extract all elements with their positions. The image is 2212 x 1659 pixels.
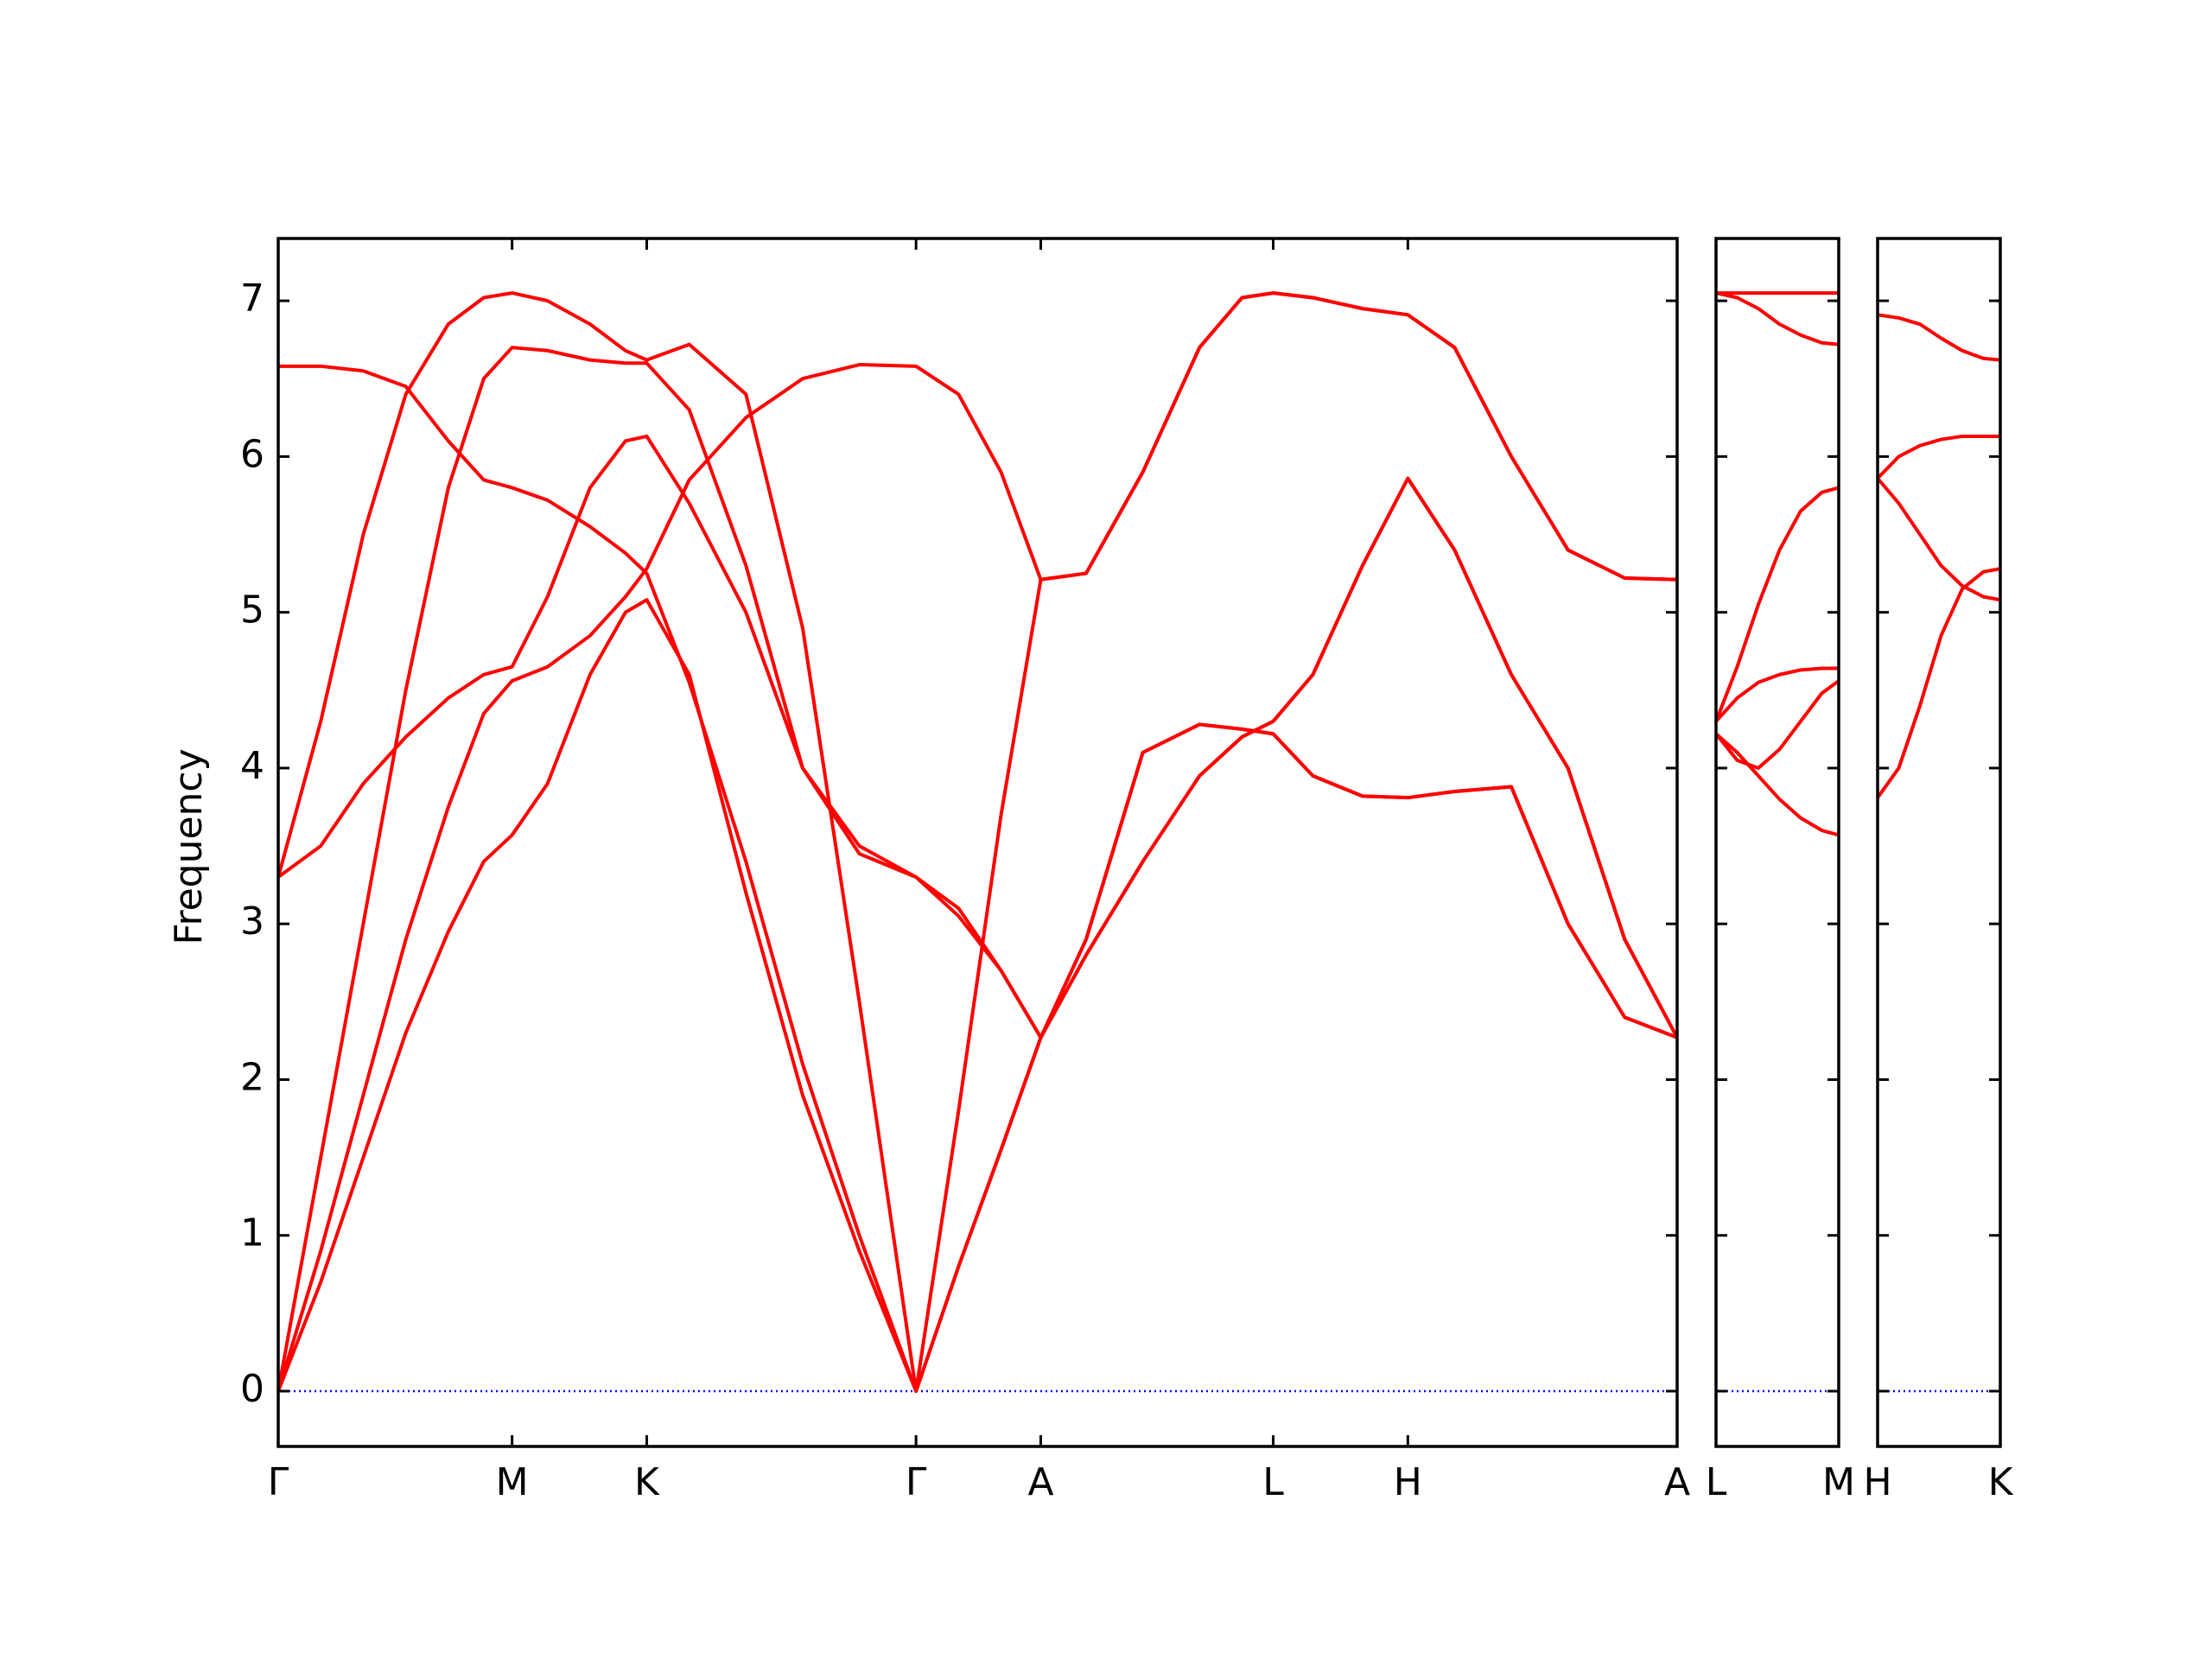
y-tick-label: 1 — [240, 1211, 264, 1255]
band — [278, 364, 1679, 1393]
x-tick-label: M — [1822, 1460, 1855, 1504]
y-tick-label: 3 — [240, 899, 264, 944]
band — [1876, 434, 2000, 480]
band — [276, 291, 1678, 1393]
x-tick-label: K — [1988, 1460, 2014, 1504]
x-tick-label: K — [634, 1460, 660, 1504]
x-tick-label: A — [1664, 1460, 1690, 1504]
x-tick-label: H — [1394, 1460, 1422, 1504]
band — [276, 291, 1678, 1392]
y-tick-label: 4 — [240, 744, 264, 788]
y-tick-label: 6 — [240, 432, 264, 476]
x-tick-label: M — [496, 1460, 529, 1504]
band — [1714, 666, 1839, 723]
band — [1714, 486, 1840, 722]
axes-frame — [1876, 237, 2002, 1448]
band — [276, 598, 1678, 1393]
y-tick-label: 5 — [240, 588, 264, 632]
x-tick-label: A — [1027, 1460, 1053, 1504]
y-axis-label: Frequency — [167, 748, 211, 944]
y-tick-label: 0 — [240, 1367, 264, 1411]
axes-frame — [276, 237, 1679, 1448]
x-tick-label: L — [1262, 1460, 1284, 1504]
band — [276, 346, 1679, 1392]
band — [1715, 291, 1840, 346]
band — [1714, 732, 1840, 837]
x-tick-label: Γ — [268, 1460, 289, 1504]
x-tick-label: L — [1706, 1460, 1727, 1504]
band — [1877, 313, 2001, 362]
band — [276, 434, 1678, 1039]
x-tick-label: Γ — [906, 1460, 927, 1504]
band — [1714, 679, 1840, 770]
axes-frame — [1714, 237, 1840, 1448]
y-tick-label: 2 — [240, 1055, 264, 1099]
x-tick-label: H — [1863, 1460, 1891, 1504]
y-tick-label: 7 — [240, 276, 264, 321]
band — [1876, 477, 2001, 602]
band — [1876, 567, 2001, 799]
